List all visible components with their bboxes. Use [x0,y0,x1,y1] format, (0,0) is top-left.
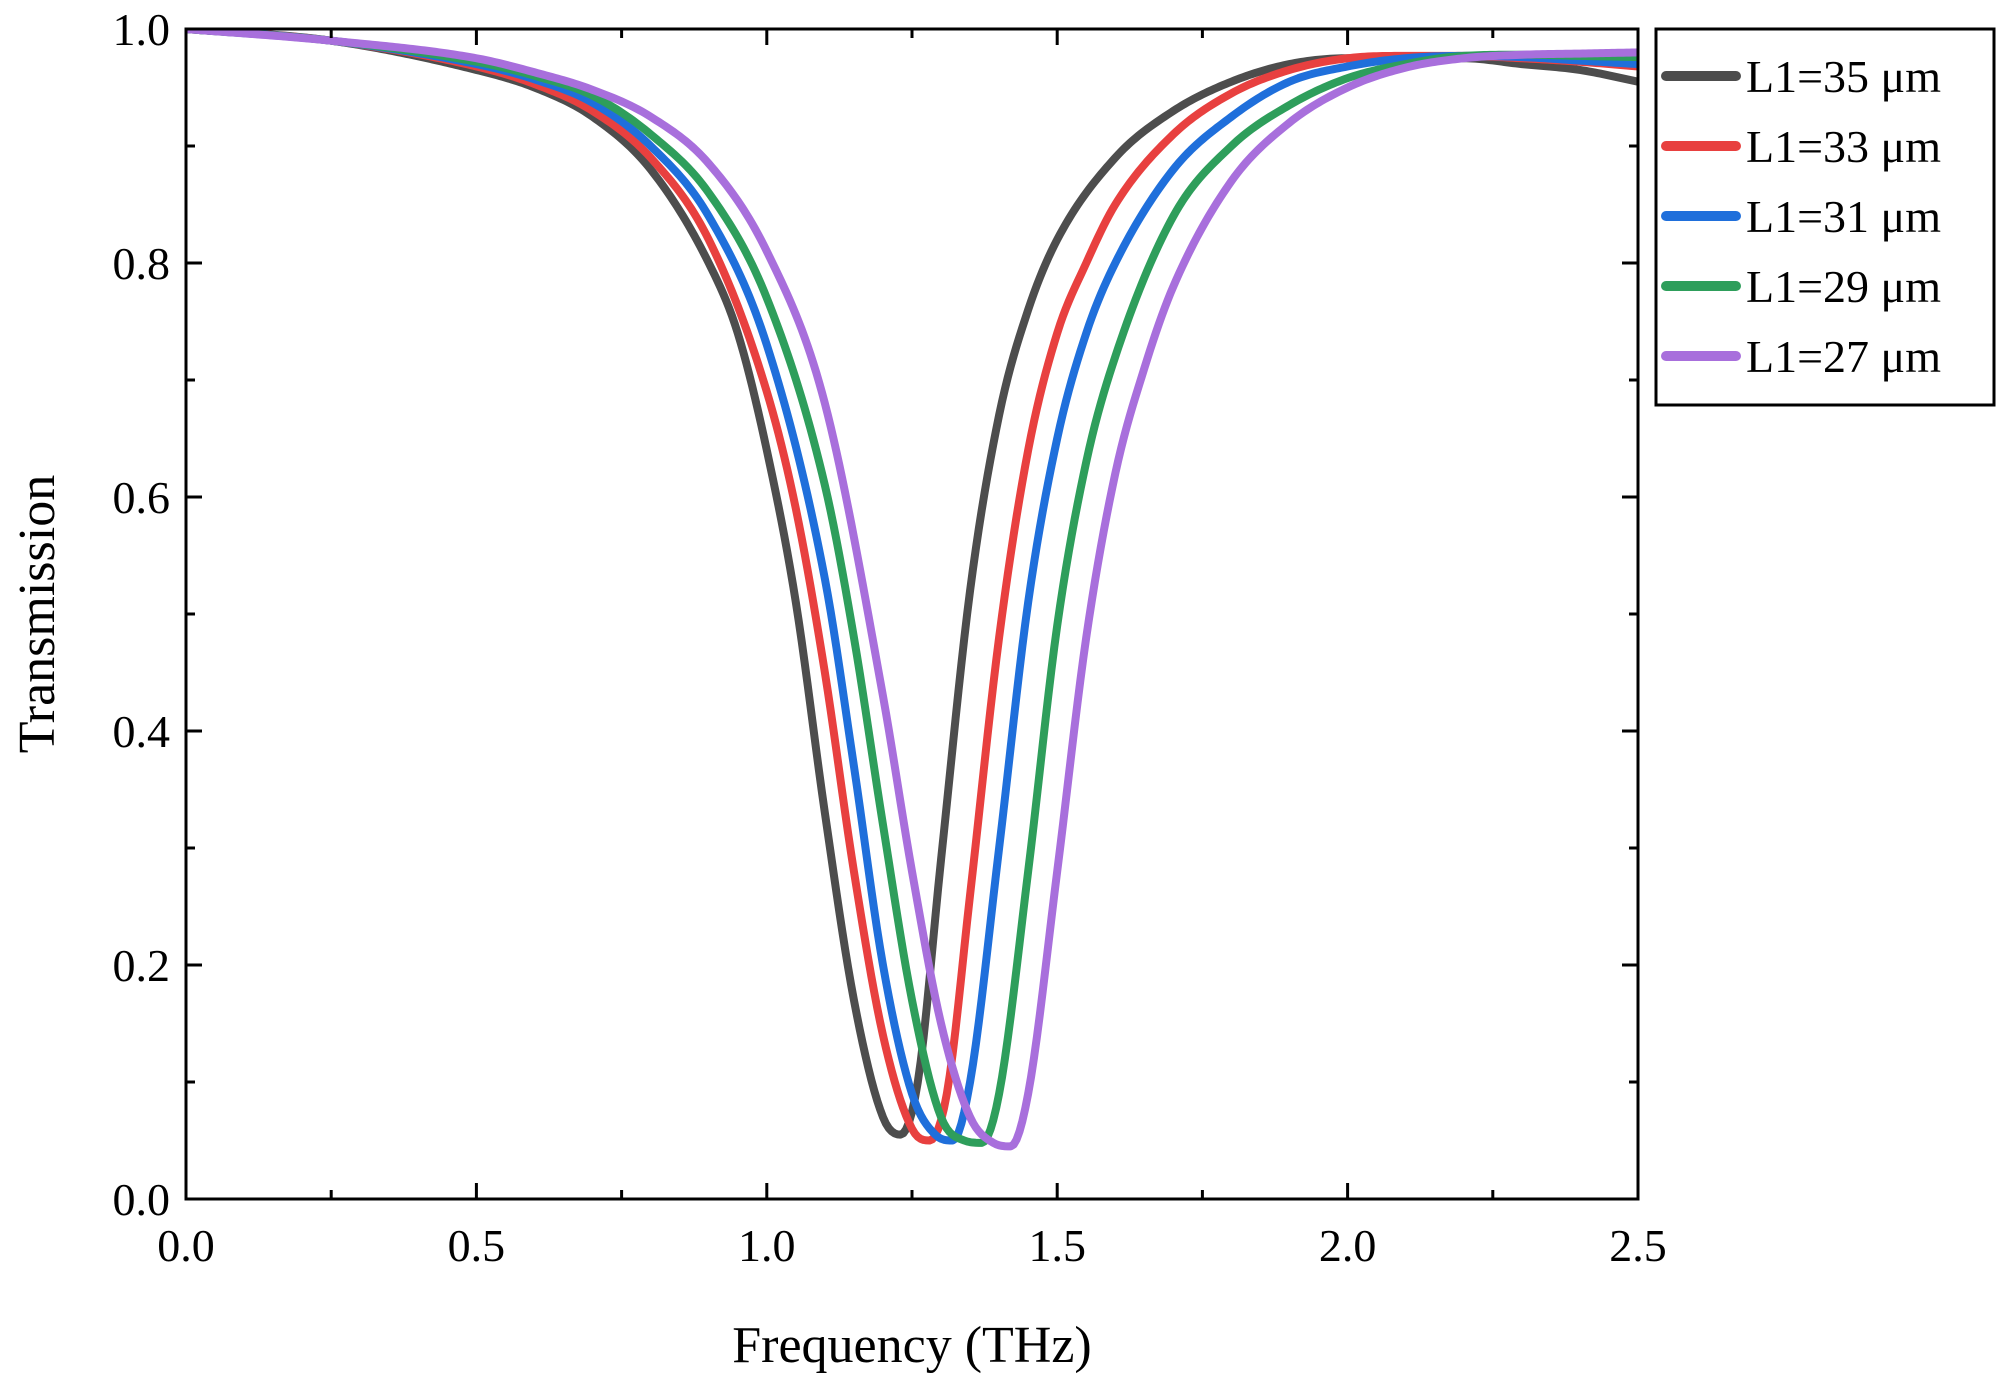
legend-label-3: L1=31 μm [1746,191,1941,242]
y-tick-label: 0.8 [113,238,171,289]
y-axis-title: Transmission [9,475,66,753]
y-tick-label: 0.2 [113,940,171,991]
legend-label-2: L1=33 μm [1746,121,1941,172]
plot-frame [184,27,1640,1201]
series-line-3 [186,29,1638,1145]
y-tick-label: 1.0 [113,4,171,55]
x-axis-title: Frequency (THz) [732,1317,1092,1374]
x-tick-label: 0.5 [448,1220,506,1271]
x-tick-label: 2.5 [1609,1220,1667,1271]
axis-ticks: 0.0 0.5 1.0 1.5 2.0 2.5 0.0 0.2 0.4 0.6 0.8 1.0 [113,4,1667,1271]
x-tick-label: 0.0 [157,1220,215,1271]
series-line-4 [186,29,1638,1147]
series-line-2 [186,29,1638,1145]
y-tick-label: 0.6 [113,472,171,523]
series-lines [186,29,1638,1151]
legend: L1=35 μm L1=33 μm L1=31 μm L1=29 μm L1=27 μm [1654,27,1996,407]
x-tick-label: 1.5 [1028,1220,1086,1271]
legend-label-4: L1=29 μm [1746,261,1941,312]
y-tick-label: 0.4 [113,706,171,757]
y-tick-label: 0.0 [113,1174,171,1225]
series-line-1 [186,29,1638,1139]
legend-label-1: L1=35 μm [1746,51,1941,102]
x-tick-label: 2.0 [1319,1220,1377,1271]
x-tick-label: 1.0 [738,1220,796,1271]
legend-label-5: L1=27 μm [1746,331,1941,382]
series-line-5 [186,29,1638,1151]
